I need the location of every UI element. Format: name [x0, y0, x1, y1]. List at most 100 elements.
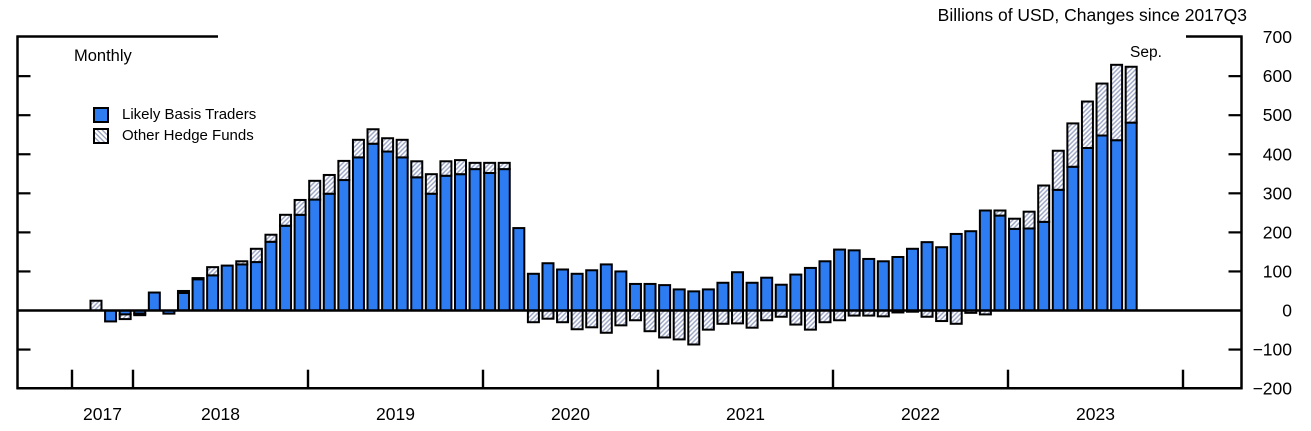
bar-2019-07 [395, 138, 409, 312]
plot-frame [16, 35, 1243, 390]
y-tick-label: 600 [1263, 66, 1292, 86]
other-hedge-fund-segment [337, 159, 351, 182]
y-axis: 700 600 500 400 300 200 100 0 −100 −200 [17, 27, 1292, 399]
bar-2020-09 [599, 263, 613, 334]
bar-2020-06 [556, 268, 570, 324]
other-hedge-fund-segment [468, 161, 482, 171]
basis-trader-segment [439, 174, 453, 312]
bar-2018-11 [279, 213, 293, 312]
other-hedge-fund-segment [731, 309, 745, 325]
other-hedge-fund-segment [410, 160, 424, 179]
bar-2023-06 [1080, 100, 1094, 312]
other-hedge-fund-segment [585, 309, 599, 329]
bar-2021-05 [716, 281, 730, 325]
bar-2022-11 [978, 209, 992, 316]
basis-trader-segment [672, 288, 686, 312]
bar-2020-11 [628, 282, 642, 322]
other-hedge-fund-segment [322, 173, 336, 195]
bar-2021-09 [774, 283, 788, 318]
bar-2018-02 [147, 291, 161, 312]
other-hedge-fund-segment [176, 289, 190, 294]
other-hedge-fund-segment [279, 213, 293, 227]
hatch-swatch-icon [93, 127, 109, 144]
basis-trader-segment [745, 281, 759, 312]
bar-2020-07 [570, 272, 584, 331]
basis-trader-segment [803, 266, 817, 312]
basis-trader-segment [322, 192, 336, 312]
bar-2022-10 [964, 230, 978, 314]
other-hedge-fund-segment [1110, 63, 1124, 142]
bar-2019-08 [410, 160, 424, 312]
bar-2020-08 [585, 269, 599, 329]
other-hedge-fund-segment [556, 309, 570, 324]
basis-trader-segment [366, 142, 380, 312]
bar-2018-04 [176, 289, 190, 312]
bar-2019-01 [308, 179, 322, 312]
basis-trader-segment [483, 172, 497, 312]
basis-trader-segment [351, 156, 365, 312]
basis-trader-segment [978, 209, 992, 312]
bar-2020-12 [643, 282, 657, 333]
y-tick-label: 300 [1263, 183, 1292, 203]
basis-trader-segment [526, 272, 540, 312]
basis-trader-segment [337, 179, 351, 312]
other-hedge-fund-segment [949, 309, 963, 325]
bar-2019-10 [439, 160, 453, 312]
bar-2019-03 [337, 159, 351, 312]
other-hedge-fund-segment [133, 312, 147, 317]
basis-trader-segment [585, 269, 599, 312]
bar-2018-12 [293, 198, 307, 312]
bar-2022-12 [993, 209, 1007, 312]
bar-2020-10 [614, 270, 628, 327]
other-hedge-fund-segment [599, 309, 613, 334]
other-hedge-fund-segment [628, 309, 642, 322]
basis-trader-segment [395, 156, 409, 312]
bar-2021-03 [687, 290, 701, 346]
legend-label: Other Hedge Funds [122, 127, 254, 144]
other-hedge-fund-segment [351, 138, 365, 159]
legend-label: Likely Basis Traders [122, 106, 257, 123]
bar-2023-05 [1066, 122, 1080, 312]
bars-group [89, 63, 1138, 346]
basis-trader-segment [920, 241, 934, 312]
basis-trader-segment [176, 291, 190, 312]
bar-2020-02 [497, 161, 511, 312]
other-hedge-fund-segment [701, 309, 715, 331]
basis-trader-segment [1008, 227, 1022, 312]
basis-trader-segment [731, 271, 745, 312]
other-hedge-fund-segment [716, 309, 730, 325]
other-hedge-fund-segment [191, 277, 205, 281]
basis-trader-segment [833, 248, 847, 312]
y-tick-label: 400 [1263, 144, 1292, 164]
bar-2021-10 [789, 273, 803, 326]
bar-2018-09 [249, 247, 263, 312]
bar-2018-08 [235, 260, 249, 312]
other-hedge-fund-segment [1022, 210, 1036, 230]
frequency-label: Monthly [74, 47, 132, 65]
other-hedge-fund-segment [1066, 122, 1080, 168]
bar-2019-02 [322, 173, 336, 312]
other-hedge-fund-segment [424, 173, 438, 195]
other-hedge-fund-segment [526, 309, 540, 324]
other-hedge-fund-segment [833, 309, 847, 322]
other-hedge-fund-segment [658, 309, 672, 339]
x-year-label: 2017 [83, 404, 122, 424]
other-hedge-fund-segment [570, 309, 584, 331]
basis-trader-segment [760, 276, 774, 312]
bar-2022-03 [862, 257, 876, 317]
bar-2022-06 [905, 247, 919, 313]
basis-trader-segment [964, 230, 978, 312]
basis-trader-segment [279, 224, 293, 312]
other-hedge-fund-segment [439, 160, 453, 177]
other-hedge-fund-segment [687, 309, 701, 346]
other-hedge-fund-segment [497, 161, 511, 171]
other-hedge-fund-segment [1037, 184, 1051, 223]
other-hedge-fund-segment [454, 159, 467, 176]
basis-trader-segment [818, 260, 832, 312]
basis-trader-segment [1022, 227, 1036, 312]
basis-trader-segment [687, 290, 701, 312]
other-hedge-fund-segment [366, 128, 380, 145]
basis-trader-segment [512, 227, 526, 312]
bar-2019-12 [468, 161, 482, 312]
last-bar-annotation: Sep. [1130, 44, 1162, 61]
